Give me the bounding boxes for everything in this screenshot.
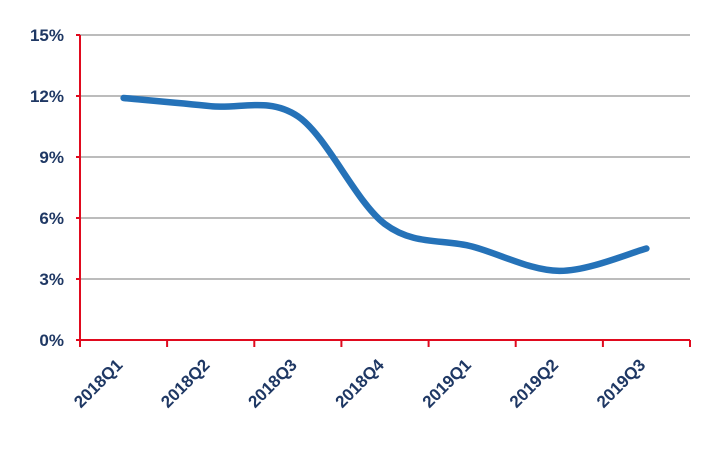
x-tick-label: 2019Q2 — [506, 355, 562, 411]
y-tick-label: 12% — [30, 87, 64, 106]
x-tick-label: 2018Q1 — [70, 355, 126, 411]
y-tick-label: 3% — [39, 270, 64, 289]
x-tick-label: 2019Q3 — [593, 355, 649, 411]
y-tick-label: 6% — [39, 209, 64, 228]
x-tick-label: 2018Q3 — [245, 355, 301, 411]
y-tick-label: 15% — [30, 26, 64, 45]
y-tick-label: 9% — [39, 148, 64, 167]
y-tick-label: 0% — [39, 331, 64, 350]
series-group — [120, 94, 650, 275]
gridlines-group — [80, 34, 690, 280]
axes-group — [76, 34, 691, 347]
axis-labels-group: 0% 3% 6% 9% 12% 15% 2018Q1 2018Q2 2018Q3 2018Q4 20… — [30, 26, 649, 412]
x-tick-label: 2019Q1 — [419, 355, 475, 411]
trend-line — [120, 94, 650, 275]
x-tick-label: 2018Q2 — [157, 355, 213, 411]
x-tick-label: 2018Q4 — [332, 355, 389, 412]
